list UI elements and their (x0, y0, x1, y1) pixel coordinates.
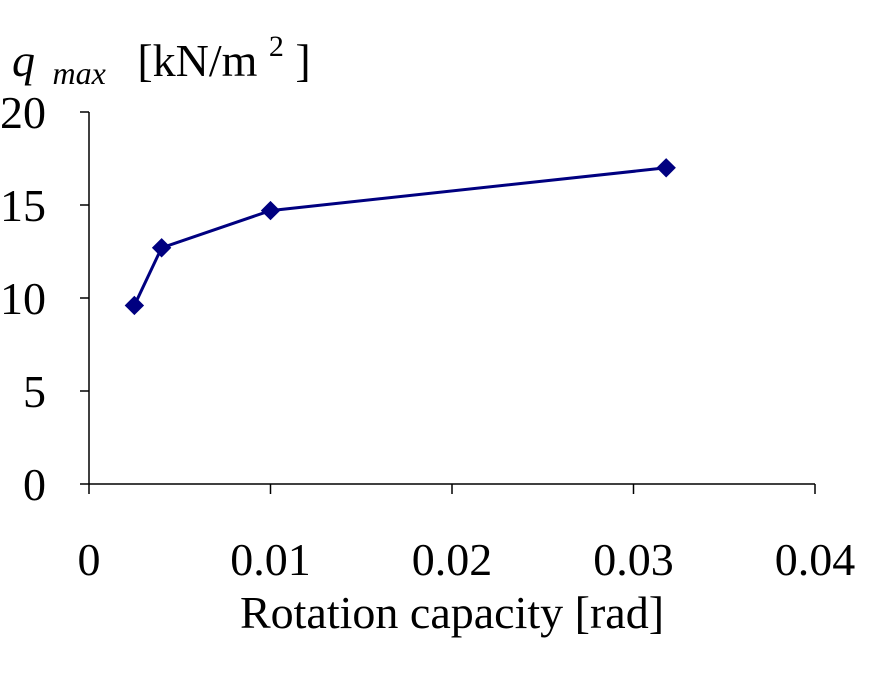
y-axis-title-unit: [kN/m (137, 35, 257, 86)
y-axis-title-unit-exponent: 2 (269, 30, 284, 63)
data-point-marker (260, 200, 281, 221)
y-axis-title: q max [kN/m 2 ] (12, 15, 311, 94)
x-tick-label: 0.01 (230, 534, 311, 585)
data-point-marker (656, 158, 676, 178)
y-axis-title-symbol: q (12, 35, 35, 86)
y-tick-label: 20 (0, 87, 46, 138)
y-axis-title-subscript: max (53, 55, 106, 91)
y-ticks: 0 5 10 15 20 (0, 87, 89, 510)
x-tick-label: 0 (78, 534, 101, 585)
y-tick-label: 10 (0, 273, 46, 324)
x-axis-title: Rotation capacity [rad] (240, 587, 664, 638)
series-layer (124, 158, 676, 316)
y-tick-label: 15 (0, 180, 46, 231)
data-point-marker (151, 238, 172, 258)
series-line (133, 166, 667, 307)
x-tick-label: 0.02 (412, 534, 493, 585)
y-tick-label: 0 (23, 459, 46, 510)
y-tick-label: 5 (23, 366, 46, 417)
axes (88, 112, 815, 485)
y-axis-title-unit-close: ] (295, 35, 310, 86)
x-tick-label: 0.04 (775, 534, 856, 585)
x-ticks: 0 0.01 0.02 0.03 0.04 (78, 484, 856, 585)
data-point-marker (124, 295, 145, 316)
x-tick-label: 0.03 (593, 534, 674, 585)
